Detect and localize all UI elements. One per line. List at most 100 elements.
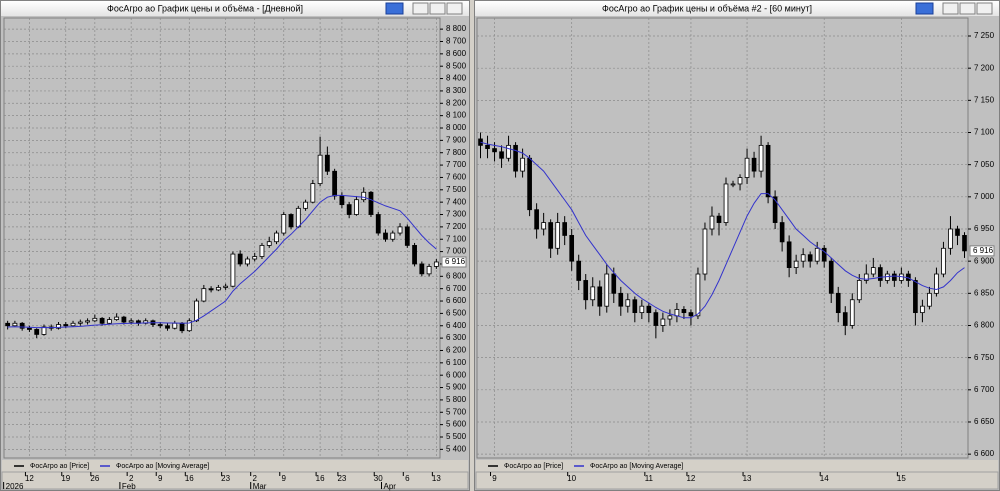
candle-body xyxy=(194,300,199,322)
close-button[interactable] xyxy=(976,2,993,15)
candle-body xyxy=(765,144,771,198)
last-price-label: 6 916 xyxy=(445,257,466,266)
x-tick-label: 11 xyxy=(645,474,654,483)
candle-body xyxy=(597,286,603,307)
close-button[interactable] xyxy=(446,2,463,15)
candle-body xyxy=(63,324,69,327)
y-tick-label: 7 250 xyxy=(974,31,995,40)
y-tick-label: 7 500 xyxy=(446,185,467,194)
x-tick-label: 15 xyxy=(897,474,906,483)
candle-body xyxy=(842,312,848,326)
y-tick-label: 5 700 xyxy=(446,407,467,416)
y-tick-label: 7 200 xyxy=(446,222,467,231)
y-tick-label: 7 200 xyxy=(974,63,995,72)
x-tick-label: 9 xyxy=(282,474,287,483)
y-tick-label: 8 600 xyxy=(446,49,467,58)
candle-body xyxy=(751,157,757,172)
candle-body xyxy=(611,273,617,294)
candle-body xyxy=(527,157,532,211)
legend-strip xyxy=(2,460,468,472)
candle-body xyxy=(758,144,764,172)
window-title: ФосАгро ао График цены и объёма #2 - [60… xyxy=(602,3,812,13)
x-tick-label: 30 xyxy=(374,474,383,483)
candle-body xyxy=(274,232,279,243)
maximize-button[interactable] xyxy=(429,2,446,15)
minimize-button[interactable] xyxy=(942,2,959,15)
candle-body xyxy=(56,324,61,329)
candle-body xyxy=(5,322,11,327)
candle-body xyxy=(576,260,582,281)
x-axis-strip xyxy=(1,471,469,490)
pin-button[interactable] xyxy=(915,2,934,15)
y-tick-label: 6 650 xyxy=(974,417,995,426)
x-tick-label: 19 xyxy=(61,474,70,483)
candle-body xyxy=(548,222,553,249)
y-tick-label: 6 800 xyxy=(446,271,467,280)
x-tick-label: 16 xyxy=(316,474,325,483)
y-tick-label: 8 700 xyxy=(446,37,467,46)
candle-body xyxy=(186,320,192,332)
candle-body xyxy=(920,305,925,314)
candle-body xyxy=(106,319,112,324)
y-tick-label: 6 950 xyxy=(974,224,995,233)
y-tick-label: 7 800 xyxy=(446,148,467,157)
candle-body xyxy=(828,260,834,294)
y-tick-label: 6 300 xyxy=(446,333,467,342)
candle-body xyxy=(541,222,546,230)
candle-body xyxy=(821,247,827,262)
y-tick-label: 6 850 xyxy=(974,288,995,297)
y-tick-label: 6 800 xyxy=(974,321,995,330)
candle-body xyxy=(877,267,883,281)
candle-body xyxy=(927,292,932,307)
y-tick-label: 5 800 xyxy=(446,395,467,404)
candle-body xyxy=(646,305,652,314)
candle-body xyxy=(632,299,638,314)
minimize-button[interactable] xyxy=(412,2,429,15)
x-tick-label: 14 xyxy=(820,474,829,483)
legend-label: ФосАгро ао [Price] xyxy=(30,463,89,470)
candle-body xyxy=(426,266,432,275)
x-tick-label: 2 xyxy=(252,474,257,483)
candle-body xyxy=(506,144,511,159)
y-tick-label: 7 300 xyxy=(446,210,467,219)
pin-button[interactable] xyxy=(385,2,404,15)
candle-body xyxy=(723,183,729,223)
candle-body xyxy=(779,222,785,243)
candle-body xyxy=(786,241,792,268)
y-tick-label: 7 900 xyxy=(446,135,467,144)
candle-body xyxy=(744,157,750,178)
candle-body xyxy=(695,273,701,317)
candle-body xyxy=(660,318,666,326)
y-tick-label: 7 000 xyxy=(974,192,995,201)
last-price-label: 6 916 xyxy=(973,246,994,255)
title-bar xyxy=(475,1,999,16)
last-price-box xyxy=(969,245,995,257)
y-tick-label: 5 500 xyxy=(446,432,467,441)
candle-body xyxy=(324,154,330,172)
candle-body xyxy=(223,285,229,288)
y-tick-label: 8 100 xyxy=(446,111,467,120)
candle-body xyxy=(625,299,631,307)
candle-body xyxy=(332,170,338,197)
y-tick-label: 7 100 xyxy=(974,128,995,137)
candle-body xyxy=(478,138,483,146)
candle-body xyxy=(361,191,367,201)
candle-body xyxy=(948,228,953,249)
candle-body xyxy=(892,273,897,281)
y-tick-label: 6 700 xyxy=(974,385,995,394)
candle-body xyxy=(201,288,207,302)
candle-body xyxy=(99,317,105,324)
candle-body xyxy=(555,222,560,249)
y-tick-label: 8 300 xyxy=(446,86,467,95)
candle-body xyxy=(562,222,568,236)
y-tick-label: 8 400 xyxy=(446,74,467,83)
candle-body xyxy=(807,254,813,262)
candle-body xyxy=(317,154,323,185)
candle-body xyxy=(230,253,236,287)
maximize-button[interactable] xyxy=(959,2,976,15)
candle-body xyxy=(955,228,960,236)
candle-body xyxy=(346,204,352,215)
candle-body xyxy=(339,195,345,206)
y-tick-label: 5 400 xyxy=(446,444,467,453)
